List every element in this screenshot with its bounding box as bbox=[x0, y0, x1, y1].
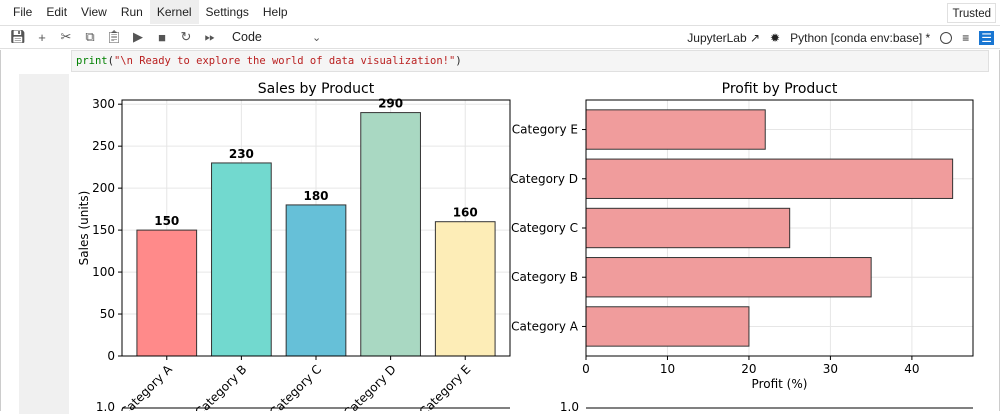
stop-icon[interactable]: ■ bbox=[158, 29, 166, 45]
data-label: 150 bbox=[154, 214, 179, 228]
external-link-icon: ↗ bbox=[749, 31, 761, 45]
data-label: 160 bbox=[453, 206, 478, 220]
output-prompt bbox=[19, 74, 69, 414]
bar bbox=[434, 221, 496, 357]
x-tick-label: 10 bbox=[660, 362, 675, 376]
notebook-cell-area: print("\n Ready to explore the world of … bbox=[0, 50, 1000, 414]
y-tick-label: 1.0 bbox=[560, 400, 579, 411]
bar bbox=[211, 162, 272, 357]
cut-icon[interactable]: ✂ bbox=[60, 29, 72, 44]
data-label: 180 bbox=[303, 189, 328, 203]
menu-bar: File Edit View Run Kernel Settings Help bbox=[0, 0, 1000, 24]
bar bbox=[585, 158, 954, 199]
x-tick-label: Category D bbox=[341, 362, 399, 411]
menu-view[interactable]: View bbox=[81, 5, 107, 19]
y-tick-label: 250 bbox=[92, 139, 115, 153]
property-inspector-icon[interactable]: ☰ bbox=[979, 31, 994, 45]
code-cell[interactable]: print("\n Ready to explore the world of … bbox=[71, 50, 989, 72]
data-label: 230 bbox=[229, 147, 254, 161]
kernel-status-icon bbox=[940, 32, 953, 44]
code-paren: ) bbox=[455, 55, 462, 67]
jupyterlab-label: JupyterLab bbox=[687, 31, 747, 45]
bar bbox=[585, 207, 791, 249]
menu-edit[interactable]: Edit bbox=[46, 5, 68, 19]
menu-icon[interactable]: ≡ bbox=[962, 31, 970, 45]
bar bbox=[585, 257, 872, 298]
trusted-indicator[interactable]: Trusted bbox=[947, 3, 996, 23]
data-label: 290 bbox=[378, 97, 403, 111]
y-tick-label: 50 bbox=[100, 307, 115, 321]
x-tick-label: Category B bbox=[192, 362, 249, 411]
axes-frame bbox=[585, 99, 974, 357]
menu-run[interactable]: Run bbox=[120, 5, 143, 19]
paste-icon[interactable]: 📋︎ bbox=[105, 29, 123, 44]
chart-title: Profit by Product bbox=[722, 81, 838, 97]
save-icon[interactable]: 💾︎ bbox=[9, 29, 27, 44]
x-tick-label: 40 bbox=[904, 362, 919, 376]
menu-file[interactable]: File bbox=[13, 5, 33, 19]
code-string: "\n Ready to explore the world of data v… bbox=[113, 55, 456, 67]
run-all-icon[interactable]: ⏩︎ bbox=[204, 29, 216, 44]
x-tick-label: Category A bbox=[118, 362, 176, 411]
y-tick-label: Category D bbox=[510, 172, 578, 186]
copy-icon[interactable]: ⧉ bbox=[85, 29, 95, 44]
x-tick-label: Category C bbox=[267, 362, 324, 411]
bar bbox=[285, 204, 347, 357]
cell-type-select[interactable]: Code bbox=[232, 30, 262, 44]
y-tick-label: 200 bbox=[92, 181, 115, 195]
y-tick-label: 300 bbox=[92, 97, 115, 111]
y-tick-label: 100 bbox=[92, 265, 115, 279]
menu-help[interactable]: Help bbox=[262, 5, 288, 19]
y-tick-label: 150 bbox=[92, 223, 115, 237]
kernel-name[interactable]: Python [conda env:base] * bbox=[790, 31, 931, 45]
notebook-toolbar: 💾︎ + ✂ ⧉ 📋︎ ▶ ■ ↻ ⏩︎ Code ⌄ JupyterLab ↗… bbox=[0, 25, 1000, 49]
debugger-icon[interactable]: ✹ bbox=[770, 31, 781, 45]
y-tick-label: Category E bbox=[512, 123, 578, 137]
chevron-down-icon[interactable]: ⌄ bbox=[312, 31, 322, 44]
y-axis-label: Sales (units) bbox=[77, 191, 91, 266]
axes-frame bbox=[121, 99, 511, 357]
chart-title: Sales by Product bbox=[258, 81, 375, 97]
y-tick-label: Category B bbox=[511, 270, 578, 284]
y-tick-label: 0 bbox=[107, 349, 115, 363]
x-axis-label: Profit (%) bbox=[752, 377, 808, 391]
bar bbox=[136, 229, 198, 357]
menu-kernel[interactable]: Kernel bbox=[149, 0, 199, 24]
code-paren: ( bbox=[107, 55, 114, 67]
y-tick-label: Category C bbox=[511, 221, 578, 235]
x-tick-label: 0 bbox=[582, 362, 590, 376]
x-tick-label: 30 bbox=[823, 362, 838, 376]
restart-icon[interactable]: ↻ bbox=[180, 29, 192, 44]
bar bbox=[585, 109, 766, 150]
jupyterlab-link[interactable]: JupyterLab ↗ bbox=[687, 31, 760, 45]
x-tick-label: 20 bbox=[741, 362, 756, 376]
y-tick-label: 1.0 bbox=[96, 400, 115, 411]
menu-settings[interactable]: Settings bbox=[205, 5, 249, 19]
code-fn: print bbox=[76, 55, 108, 67]
bar bbox=[360, 112, 421, 357]
run-icon[interactable]: ▶ bbox=[133, 29, 143, 44]
add-cell-icon[interactable]: + bbox=[38, 29, 46, 45]
x-tick-label: Category E bbox=[417, 362, 474, 411]
bar bbox=[585, 306, 750, 347]
y-tick-label: Category A bbox=[511, 319, 579, 333]
